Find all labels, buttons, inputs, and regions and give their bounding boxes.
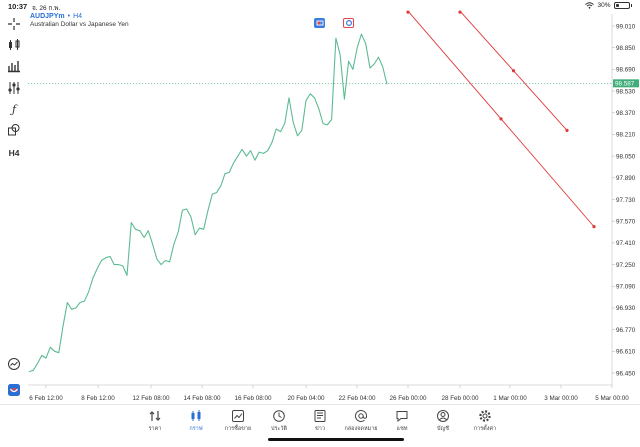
x-tick-label: 14 Feb 08:00 bbox=[183, 395, 221, 402]
y-tick-label: 97.410 bbox=[616, 240, 636, 247]
trendline-start-handle[interactable] bbox=[458, 10, 462, 14]
y-tick-label: 98.370 bbox=[616, 110, 636, 117]
y-tick-label: 98.850 bbox=[616, 45, 636, 52]
history-icon bbox=[273, 410, 285, 422]
status-time: 10:37 bbox=[8, 2, 28, 11]
indicators-icon[interactable] bbox=[6, 80, 22, 96]
news-icon bbox=[314, 410, 326, 422]
function-icon[interactable]: ƒ bbox=[11, 102, 17, 116]
status-date: จ. 26 ก.พ. bbox=[32, 4, 61, 12]
x-tick-label: 5 Mar 00:00 bbox=[595, 395, 629, 402]
price-series-line[interactable] bbox=[28, 33, 388, 373]
y-tick-label: 96.770 bbox=[616, 327, 636, 334]
bar-chart-icon[interactable] bbox=[6, 58, 22, 74]
battery-percent: 30% bbox=[597, 2, 611, 9]
signals-icon[interactable] bbox=[6, 356, 22, 372]
y-tick-label: 99.010 bbox=[616, 23, 636, 30]
chart-icon bbox=[191, 410, 201, 421]
y-tick-label: 98.530 bbox=[616, 88, 636, 95]
x-tick-label: 3 Mar 00:00 bbox=[544, 395, 578, 402]
tab-label: ราคา bbox=[148, 426, 162, 432]
x-tick-label: 26 Feb 00:00 bbox=[389, 395, 427, 402]
sell-button[interactable] bbox=[314, 18, 325, 28]
timeframe-h4[interactable]: H4 bbox=[8, 148, 20, 158]
x-tick-label: 20 Feb 04:00 bbox=[287, 395, 325, 402]
y-tick-label: 98.210 bbox=[616, 132, 636, 139]
y-tick-label: 97.570 bbox=[616, 218, 636, 225]
timeframe-label: H4 bbox=[73, 13, 83, 20]
mailbox-icon bbox=[355, 409, 368, 422]
buy-button[interactable] bbox=[343, 18, 354, 28]
status-bar: 10:37 จ. 26 ก.พ. 30% bbox=[0, 0, 640, 14]
y-tick-label: 97.250 bbox=[616, 262, 636, 269]
tab-news[interactable]: ข่าว bbox=[298, 409, 342, 433]
y-tick-label: 98.050 bbox=[616, 153, 636, 160]
one-click-trading bbox=[314, 18, 354, 28]
y-tick-label: 96.450 bbox=[616, 370, 636, 377]
trendline-mid-handle[interactable] bbox=[499, 117, 503, 121]
tab-label: ข่าว bbox=[315, 426, 325, 432]
tab-label: บัญชี bbox=[437, 426, 449, 432]
tab-label: การตั้งค่า bbox=[473, 426, 497, 432]
current-price-label: 98.587 bbox=[615, 81, 635, 88]
y-tick-label: 98.690 bbox=[616, 67, 636, 74]
status-indicators: 30% bbox=[585, 2, 632, 9]
x-tick-label: 8 Feb 12:00 bbox=[81, 395, 115, 402]
y-tick-label: 97.090 bbox=[616, 284, 636, 291]
trendline-end-handle[interactable] bbox=[592, 225, 596, 229]
tab-mailbox[interactable]: กล่องจดหมาย bbox=[339, 409, 383, 433]
trendline-mid-handle[interactable] bbox=[511, 69, 516, 73]
symbol-description: Australian Dollar vs Japanese Yen bbox=[30, 21, 129, 28]
crosshair-icon[interactable] bbox=[6, 16, 22, 32]
price-chart[interactable]: 99.010 98.850 98.690 98.530 98.370 98.210 98.0… bbox=[0, 0, 640, 404]
x-tick-label: 28 Feb 00:00 bbox=[441, 395, 479, 402]
quotes-icon bbox=[149, 411, 161, 421]
trendline-start-handle[interactable] bbox=[406, 10, 410, 14]
x-tick-label: 1 Mar 00:00 bbox=[493, 395, 527, 402]
symbol-name[interactable]: AUDJPYm bbox=[30, 13, 65, 20]
x-tick-label: 16 Feb 08:00 bbox=[234, 395, 272, 402]
tab-label: กราฟ bbox=[189, 426, 203, 432]
x-tick-label: 22 Feb 04:00 bbox=[338, 395, 376, 402]
tab-chat[interactable]: แชท bbox=[380, 409, 424, 433]
tab-label: การซื้อขาย bbox=[224, 426, 252, 432]
battery-icon bbox=[613, 2, 630, 9]
tab-chart[interactable]: กราฟ bbox=[174, 409, 218, 433]
wifi-icon bbox=[585, 2, 595, 9]
current-price-badge bbox=[613, 79, 639, 88]
tab-label: แชท bbox=[396, 426, 408, 432]
home-indicator bbox=[268, 438, 404, 441]
tab-label: กล่องจดหมาย bbox=[344, 426, 378, 432]
tab-history[interactable]: ประวัติ bbox=[257, 409, 301, 433]
account-icon bbox=[437, 410, 449, 422]
tab-settings[interactable]: การตั้งค่า bbox=[463, 409, 507, 433]
tab-trade[interactable]: การซื้อขาย bbox=[216, 409, 260, 433]
tab-label: ประวัติ bbox=[270, 426, 288, 432]
chart-header: AUDJPYm • H4 Australian Dollar vs Japane… bbox=[30, 13, 129, 28]
chat-icon bbox=[396, 411, 408, 423]
x-tick-label: 12 Feb 08:00 bbox=[132, 395, 170, 402]
trade-icon[interactable] bbox=[6, 382, 22, 398]
trendline-end-handle[interactable] bbox=[565, 128, 569, 132]
y-tick-label: 96.930 bbox=[616, 305, 636, 312]
timeframe-separator: • bbox=[67, 13, 71, 20]
tab-account[interactable]: บัญชี bbox=[421, 409, 465, 433]
tab-quotes[interactable]: ราคา bbox=[133, 409, 177, 433]
y-tick-label: 97.890 bbox=[616, 175, 636, 182]
objects-icon[interactable] bbox=[6, 122, 22, 138]
trade-icon bbox=[232, 410, 244, 422]
settings-icon bbox=[479, 410, 491, 422]
x-tick-label: 6 Feb 12:00 bbox=[29, 395, 63, 402]
y-tick-label: 97.730 bbox=[616, 197, 636, 204]
y-tick-label: 96.610 bbox=[616, 349, 636, 356]
left-toolbar: ƒ H4 bbox=[0, 14, 28, 396]
candlestick-icon[interactable] bbox=[6, 37, 22, 53]
